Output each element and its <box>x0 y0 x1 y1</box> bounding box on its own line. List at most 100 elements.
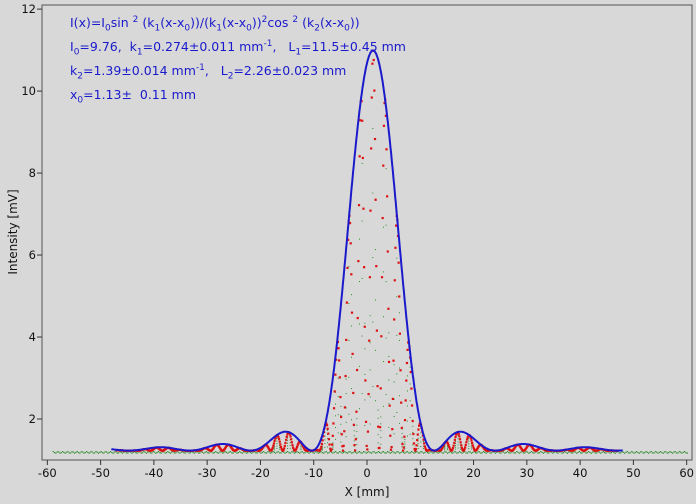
measured-point <box>344 374 347 378</box>
background-point <box>593 451 595 453</box>
measured-point <box>341 445 344 448</box>
background-point <box>541 451 543 453</box>
measured-point <box>418 424 421 427</box>
background-point <box>72 451 74 453</box>
measured-point <box>391 428 394 431</box>
background-point <box>173 452 176 454</box>
measured-point <box>349 242 352 245</box>
background-point <box>164 452 166 454</box>
background-point <box>461 452 463 454</box>
background-point <box>562 452 564 454</box>
background-point <box>75 451 77 453</box>
background-point <box>272 450 274 453</box>
background-point <box>468 451 470 453</box>
background-point <box>636 450 638 453</box>
background-point <box>268 451 270 453</box>
measured-point <box>416 439 419 442</box>
measured-point <box>458 438 462 441</box>
background-point <box>453 451 455 453</box>
background-point <box>140 452 142 454</box>
background-point <box>177 451 180 453</box>
background-point <box>404 441 406 443</box>
background-point <box>532 451 534 454</box>
x-tick-label: -10 <box>304 466 323 480</box>
background-point <box>260 452 262 454</box>
background-point <box>103 452 105 454</box>
background-point <box>417 448 419 450</box>
background-point <box>147 451 149 453</box>
background-point <box>678 451 680 453</box>
background-point <box>382 405 384 407</box>
background-point <box>481 452 483 454</box>
background-point <box>401 428 403 430</box>
measured-point <box>404 399 407 402</box>
measured-point <box>382 124 386 127</box>
background-point <box>351 356 353 358</box>
measured-point <box>466 436 469 439</box>
measured-point <box>415 444 418 447</box>
measured-point <box>414 448 418 451</box>
background-point <box>441 452 443 454</box>
background-point <box>229 451 232 453</box>
background-point <box>680 451 682 453</box>
background-point <box>189 452 192 454</box>
measured-point <box>378 446 381 450</box>
x-tick-label: 10 <box>413 466 428 480</box>
background-point <box>468 448 470 450</box>
background-point <box>372 321 374 323</box>
background-point <box>662 452 664 454</box>
background-point <box>91 451 93 453</box>
measured-point <box>375 265 378 268</box>
background-point <box>506 450 509 453</box>
background-point <box>552 452 554 454</box>
background-point <box>105 451 108 453</box>
measured-point <box>453 438 457 441</box>
background-point <box>458 450 461 453</box>
background-point <box>132 451 134 454</box>
background-point <box>337 396 339 398</box>
measured-point <box>370 147 373 150</box>
background-point <box>204 451 206 453</box>
background-point <box>111 451 113 454</box>
background-point <box>558 451 561 453</box>
background-point <box>337 377 339 379</box>
x-tick-label: -60 <box>38 466 57 480</box>
background-point <box>89 451 92 453</box>
background-point <box>382 226 384 228</box>
background-point <box>339 451 341 453</box>
measured-point <box>284 441 287 445</box>
background-point <box>422 440 424 442</box>
measured-point <box>470 439 473 442</box>
background-point <box>195 451 197 453</box>
measured-point <box>423 442 426 445</box>
background-point <box>327 452 329 454</box>
background-point <box>557 452 559 454</box>
measured-point <box>370 96 373 99</box>
background-point <box>276 437 278 439</box>
background-point <box>396 334 398 336</box>
background-point <box>380 452 382 454</box>
background-point <box>597 451 599 453</box>
background-point <box>208 452 210 454</box>
background-point <box>351 419 353 421</box>
background-point <box>457 438 459 440</box>
background-point <box>412 438 414 440</box>
background-point <box>267 451 269 453</box>
measured-point <box>346 266 349 270</box>
background-point <box>446 452 449 454</box>
background-point <box>537 452 539 454</box>
background-point <box>513 452 515 454</box>
measured-point <box>338 359 341 362</box>
background-point <box>345 407 347 409</box>
background-point <box>245 452 247 454</box>
background-point <box>361 220 363 222</box>
measured-point <box>465 438 469 441</box>
background-point <box>300 447 302 449</box>
measured-point <box>442 444 445 447</box>
background-point <box>364 399 366 401</box>
measured-point <box>458 435 461 438</box>
background-point <box>145 452 148 454</box>
background-point <box>197 452 200 454</box>
background-point <box>184 452 186 454</box>
background-point <box>56 451 58 453</box>
